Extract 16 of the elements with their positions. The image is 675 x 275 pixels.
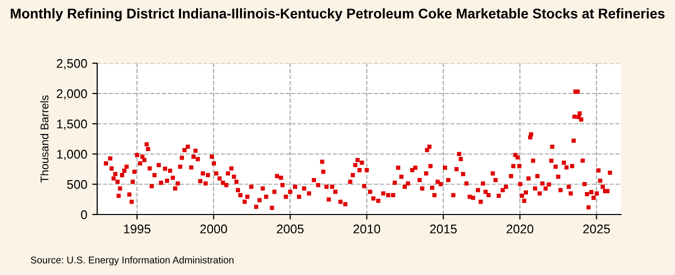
- x-tick-label: 2005: [276, 224, 304, 234]
- y-tick-label: 1,500: [57, 120, 87, 130]
- chart-title: Monthly Refining District Indiana-Illinois-Kentucky Petroleum Coke Marketable Stocks at Refineries: [10, 8, 665, 22]
- x-tick-label: 2015: [430, 224, 457, 234]
- x-tick-label: 2025: [583, 224, 610, 234]
- x-tick-label: 1995: [124, 224, 150, 234]
- source-note: Source: U.S. Energy Information Administration: [30, 256, 234, 266]
- x-tick-label: 2020: [506, 224, 534, 234]
- y-tick-label: 500: [67, 180, 87, 189]
- y-tick-label: 2,000: [56, 89, 87, 100]
- y-axis-title: Thousand Barrels: [40, 95, 48, 182]
- x-tick-label: 2000: [200, 224, 228, 234]
- x-tick-label: 2010: [353, 224, 380, 234]
- y-tick-label: 2,500: [56, 59, 87, 70]
- y-tick-label: 1,000: [57, 150, 87, 160]
- y-tick-label: 0: [81, 210, 87, 220]
